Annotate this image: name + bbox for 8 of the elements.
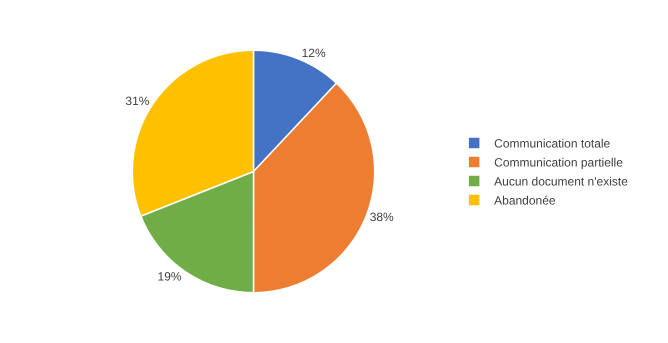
data-label: 19% xyxy=(158,270,182,284)
legend-label: Abandonée xyxy=(494,194,556,208)
data-label: 12% xyxy=(302,46,326,60)
data-label: 31% xyxy=(125,94,150,108)
legend-label: Communication partielle xyxy=(494,156,624,170)
data-label: 38% xyxy=(370,210,394,224)
legend-label: Aucun document n'existe xyxy=(494,174,628,189)
legend-label: Communication totale xyxy=(494,136,611,151)
